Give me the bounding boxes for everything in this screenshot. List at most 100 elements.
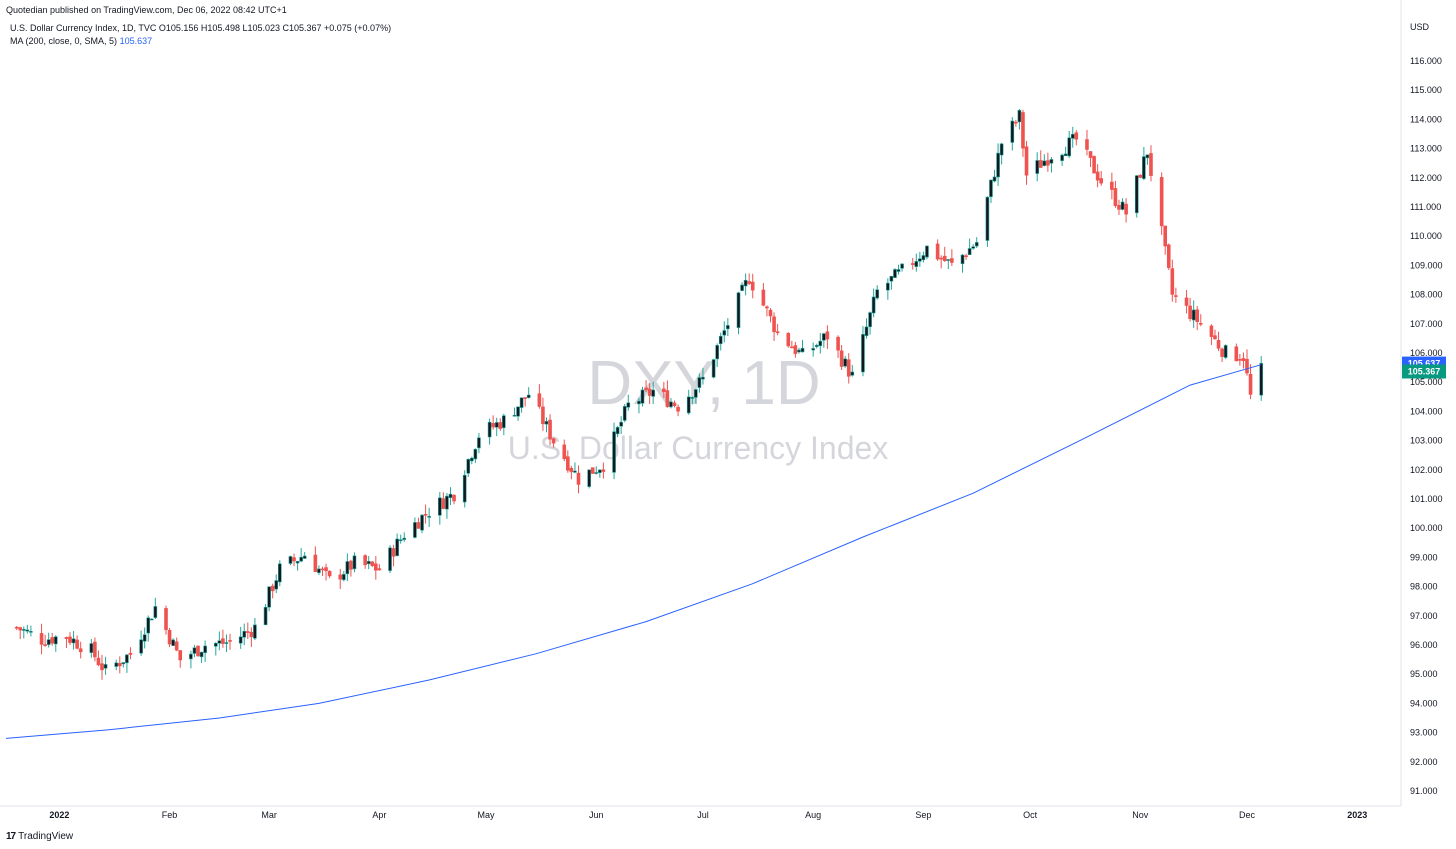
candle-body <box>395 538 399 557</box>
candle-body <box>765 306 769 309</box>
candle-body <box>18 627 23 631</box>
price-tick-label: 109.000 <box>1410 260 1443 270</box>
price-tick-label: 91.000 <box>1410 786 1438 796</box>
time-tick-label: Dec <box>1239 810 1256 820</box>
candle-body <box>1110 181 1114 190</box>
candle-body <box>985 196 990 241</box>
candle-body <box>1060 154 1064 161</box>
candle-body <box>1238 359 1242 361</box>
candle-body <box>992 176 997 182</box>
candle-body <box>117 663 122 667</box>
candle-body <box>697 377 702 388</box>
candle-body <box>626 402 631 408</box>
candle-body <box>718 335 723 345</box>
candle-body <box>1067 137 1071 157</box>
candle-body <box>21 629 26 631</box>
candle-body <box>743 279 748 287</box>
time-tick-label: Apr <box>372 810 386 820</box>
candle-body <box>39 633 44 645</box>
candle-body <box>1198 323 1203 325</box>
candle-body <box>249 631 254 638</box>
ma-legend-row[interactable]: MA (200, close, 0, SMA, 5) 105.637 <box>10 35 391 48</box>
price-tick-label: 102.000 <box>1410 465 1443 475</box>
candle-body <box>43 644 47 646</box>
time-tick-label: Aug <box>805 810 821 820</box>
candle-body <box>1063 153 1068 157</box>
candle-body <box>1145 154 1150 159</box>
candle-body <box>1195 309 1200 322</box>
candle-body <box>1017 110 1022 123</box>
candle-body <box>302 555 307 559</box>
candle-body <box>149 618 154 621</box>
candle-body <box>967 248 972 256</box>
price-tick-label: 116.000 <box>1410 56 1442 66</box>
candle-body <box>189 653 193 660</box>
candle-body <box>128 652 133 655</box>
watermark-symbol: DXY, 1D <box>587 349 820 418</box>
candle-body <box>1259 363 1264 396</box>
candle-body <box>423 514 428 516</box>
candle-body <box>722 330 727 336</box>
candle-body <box>839 350 844 367</box>
publisher-line: Quotedian published on TradingView.com, … <box>6 5 287 15</box>
candle-body <box>825 331 830 340</box>
candle-body <box>1038 160 1043 168</box>
price-tick-label: 113.000 <box>1410 144 1442 154</box>
candle-body <box>1223 345 1228 358</box>
price-tick-label: 107.000 <box>1410 319 1443 329</box>
candle-body <box>402 537 407 540</box>
candle-body <box>366 561 371 565</box>
candle-body <box>462 474 467 503</box>
candle-body <box>317 568 321 573</box>
candle-body <box>1021 112 1025 149</box>
candle-body <box>416 522 421 529</box>
symbol-ohlc-line: U.S. Dollar Currency Index, 1D, TVC O105… <box>10 23 392 33</box>
candle-body <box>569 467 574 473</box>
candle-body <box>1124 203 1128 215</box>
candle-body <box>1163 225 1168 247</box>
candle-body <box>452 494 456 502</box>
candle-body <box>1070 133 1075 139</box>
candle-body <box>203 645 207 653</box>
chart-legend: U.S. Dollar Currency Index, 1D, TVC O105… <box>10 22 391 48</box>
candle-body <box>1046 160 1050 166</box>
candle-body <box>377 568 382 571</box>
candle-body <box>918 258 922 262</box>
candle-body <box>320 568 325 571</box>
candle-body <box>498 422 503 429</box>
candle-body <box>868 312 872 328</box>
candle-body <box>1234 346 1239 362</box>
candle-body <box>1209 325 1214 337</box>
candle-body <box>53 636 58 645</box>
candle-body <box>96 657 101 666</box>
candle-body <box>512 414 517 417</box>
candle-body <box>622 406 627 421</box>
candle-body <box>601 469 606 472</box>
price-tick-label: 103.000 <box>1410 436 1443 446</box>
candle-body <box>925 245 929 258</box>
candle-body <box>245 631 250 633</box>
candle-body <box>1092 156 1096 174</box>
candle-body <box>750 281 755 291</box>
candle-body <box>93 641 97 658</box>
price-axis[interactable]: 91.000 92.000 93.000 94.000 95.000 96.000 97.0… <box>1410 56 1443 796</box>
candle-body <box>441 498 446 509</box>
candle-body <box>388 547 392 571</box>
candle-body <box>864 326 869 337</box>
candle-body <box>971 246 975 249</box>
candle-body <box>178 650 183 661</box>
candle-body <box>843 358 847 367</box>
candle-body <box>1188 305 1192 319</box>
candle-body <box>590 467 595 474</box>
candle-body <box>345 561 350 575</box>
time-axis[interactable]: 2022 Feb Mar Apr May Jun Jul Aug Sep Oct Nov Dec 202… <box>49 810 1367 820</box>
candles-group <box>14 108 1264 680</box>
candle-body <box>1085 139 1089 150</box>
candle-body <box>1095 171 1100 181</box>
tradingview-footer[interactable]: 17 TradingView <box>6 831 73 842</box>
candle-body <box>797 349 801 353</box>
time-tick-label: Jun <box>589 810 604 820</box>
ma-price-badge-label: 105.637 <box>1408 359 1441 369</box>
candle-body <box>1074 132 1079 140</box>
